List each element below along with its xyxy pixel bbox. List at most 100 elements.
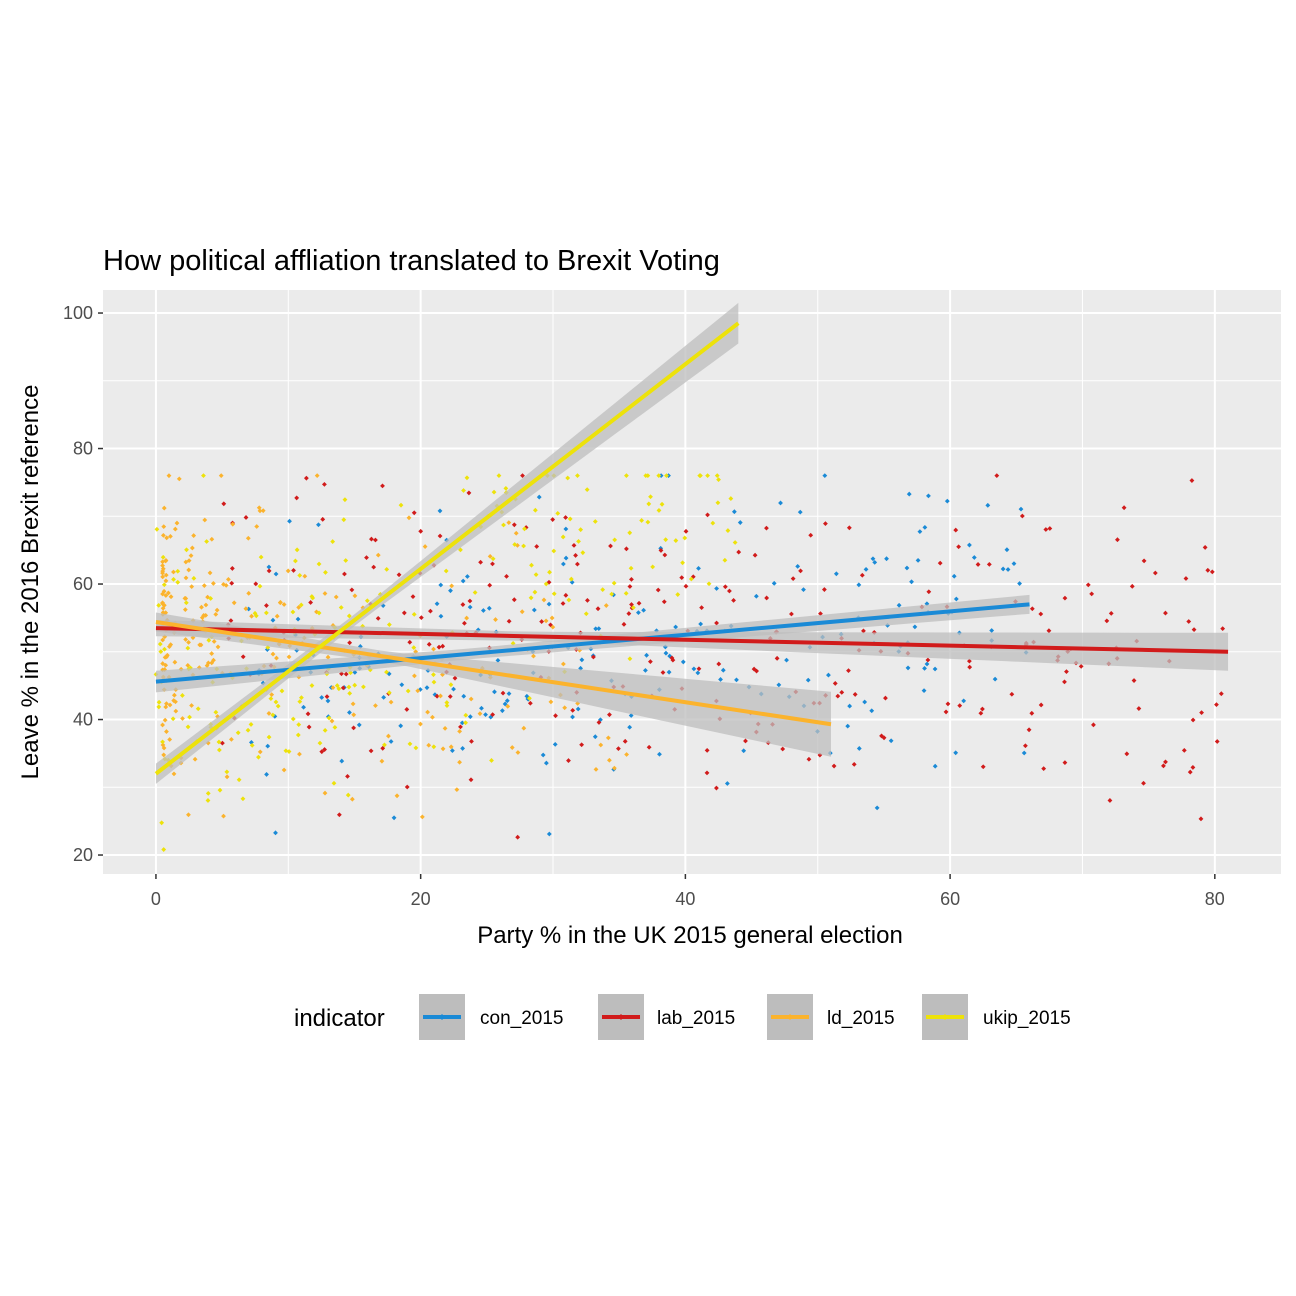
con_2015-point: [287, 518, 292, 524]
lab_2015-point: [447, 694, 453, 699]
con_2015-point: [797, 509, 803, 515]
con_2015-point: [531, 607, 537, 613]
ukip_2015-point: [725, 528, 731, 533]
ukip_2015-point: [715, 500, 721, 506]
lab_2015-point: [1062, 679, 1067, 685]
ld_2015-point: [375, 552, 381, 558]
scatter-points: [153, 473, 1226, 852]
lab_2015-point: [1218, 691, 1224, 697]
ld_2015-point: [379, 758, 385, 764]
ld_2015-point: [160, 591, 165, 597]
lab_2015-point: [487, 582, 493, 588]
ld_2015-point: [221, 582, 226, 587]
ld_2015-point: [164, 535, 170, 541]
chart-title: How political affliation translated to B…: [103, 245, 720, 277]
y-tick-label: 40: [73, 710, 93, 730]
ukip_2015-point: [338, 605, 344, 610]
con_2015-point: [680, 659, 686, 665]
ld_2015-point: [274, 655, 279, 661]
lab_2015-point: [467, 598, 473, 604]
ld_2015-point: [210, 581, 216, 586]
lab_2015-point: [1161, 763, 1166, 769]
lab_2015-point: [683, 528, 689, 534]
ld_2015-point: [505, 703, 511, 709]
ld_2015-point: [442, 725, 448, 731]
lab_2015-point: [478, 559, 483, 565]
ld_2015-point: [448, 744, 454, 750]
lab_2015-point: [418, 528, 424, 534]
con_2015-point: [316, 522, 321, 528]
lab_2015-point: [861, 628, 866, 634]
ukip_2015-point: [656, 473, 662, 479]
ld_2015-point: [160, 566, 166, 572]
con_2015-point: [924, 661, 930, 667]
ukip_2015-point: [204, 539, 210, 544]
ld_2015-point: [167, 737, 173, 742]
ukip_2015-point: [532, 507, 538, 513]
lab_2015-point: [980, 706, 985, 712]
ld_2015-point: [333, 594, 339, 600]
lab_2015-point: [846, 525, 852, 531]
lab_2015-point: [440, 643, 446, 649]
lab_2015-point: [1043, 527, 1049, 532]
ld_2015-point: [249, 613, 254, 619]
lab_2015-point: [821, 587, 827, 592]
ukip_2015-point: [659, 501, 665, 507]
lab_2015-point: [1198, 816, 1204, 822]
ukip_2015-point: [216, 739, 222, 745]
ukip_2015-point: [384, 669, 389, 675]
ld_2015-point: [209, 536, 215, 542]
lab_2015-point: [460, 602, 466, 607]
lab_2015-point: [324, 694, 330, 700]
con_2015-point: [270, 617, 276, 623]
ld_2015-point: [373, 703, 378, 709]
con_2015-point: [448, 588, 453, 594]
ld_2015-point: [531, 653, 536, 659]
lab_2015-point: [953, 527, 959, 533]
lab_2015-point: [846, 668, 851, 674]
lab_2015-point: [466, 490, 472, 496]
lab_2015-point: [1199, 710, 1204, 716]
lab_2015-point: [1187, 769, 1193, 775]
lab_2015-point: [1104, 618, 1110, 624]
ld_2015-point: [605, 735, 611, 741]
lab_2015-point: [823, 521, 828, 527]
lab_2015-point: [468, 777, 474, 783]
ukip_2015-point: [205, 790, 211, 796]
con_2015-point: [967, 542, 972, 548]
con_2015-point: [451, 686, 456, 692]
ukip_2015-point: [714, 473, 720, 479]
con_2015-point: [536, 494, 542, 500]
con_2015-point: [1021, 750, 1027, 756]
lab_2015-point: [591, 654, 596, 660]
lab_2015-point: [229, 580, 235, 586]
ld_2015-point: [221, 813, 226, 819]
lab_2015-point: [596, 720, 602, 725]
ukip_2015-point: [248, 722, 254, 727]
lab_2015-point: [670, 657, 676, 663]
ld_2015-point: [160, 605, 166, 611]
lab_2015-point: [1202, 545, 1208, 550]
ld_2015-point: [163, 662, 169, 668]
ukip_2015-point: [191, 575, 197, 581]
lab_2015-point: [418, 615, 424, 621]
ld_2015-point: [160, 742, 166, 748]
ukip_2015-point: [236, 777, 242, 783]
ukip_2015-point: [290, 609, 296, 615]
lab_2015-point: [1085, 582, 1091, 588]
ld_2015-point: [164, 729, 169, 734]
lab_2015-point: [410, 594, 416, 599]
ukip_2015-point: [722, 557, 728, 563]
lab_2015-point: [308, 600, 314, 605]
con_2015-point: [845, 723, 851, 729]
con_2015-point: [540, 752, 546, 758]
lab_2015-point: [571, 542, 577, 548]
ld_2015-point: [521, 725, 527, 731]
ukip_2015-point: [464, 475, 470, 481]
ld_2015-point: [431, 646, 436, 652]
lab_2015-point: [994, 473, 1000, 479]
con_2015-point: [434, 601, 440, 607]
ld_2015-point: [269, 692, 275, 697]
ukip_2015-point: [268, 696, 274, 702]
axes: 0 20 40 60 80 20 40 60 80 100: [63, 303, 1225, 909]
